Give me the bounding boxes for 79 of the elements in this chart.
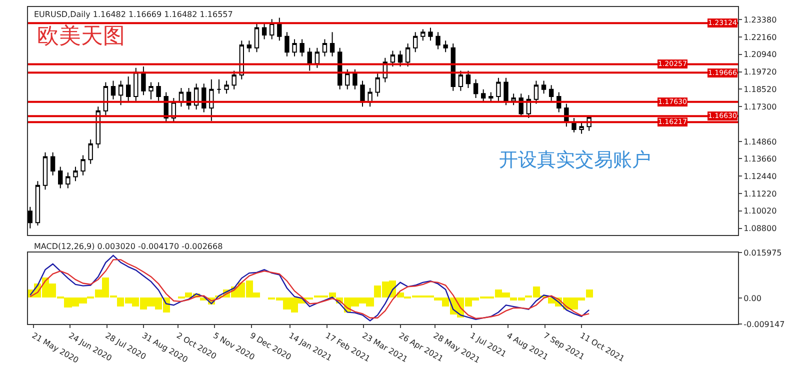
candlestick	[548, 84, 554, 102]
candlestick	[541, 80, 546, 94]
y-tick-label: 1.11220	[744, 189, 777, 198]
candlestick	[473, 78, 478, 98]
y-tick-label: 1.23380	[744, 15, 777, 24]
candlestick	[428, 27, 433, 42]
candlestick	[103, 82, 108, 116]
candlestick	[254, 22, 260, 53]
y-tick-label: 1.18520	[744, 84, 777, 94]
candlestick	[141, 66, 146, 96]
candlestick	[466, 70, 471, 88]
candlestick	[488, 92, 494, 103]
candlestick	[413, 32, 418, 53]
candlestick	[58, 166, 63, 189]
candlestick	[314, 47, 320, 68]
annotation: 开设真实交易账户	[499, 149, 651, 171]
y-tick-label: 1.22160	[744, 32, 777, 42]
candlestick	[277, 17, 282, 42]
candlestick	[73, 166, 78, 182]
y-tick-label: 1.13660	[744, 154, 777, 164]
candlestick	[458, 70, 464, 92]
candlestick	[330, 32, 335, 57]
y-tick-label: 1.20940	[744, 50, 777, 60]
candlestick	[126, 76, 131, 102]
candlestick	[481, 88, 486, 103]
candlestick	[420, 28, 426, 42]
y-tick-label: 1.17300	[744, 102, 777, 112]
chart-title: EURUSD,Daily 1.16482 1.16669 1.16482 1.16557	[34, 10, 233, 19]
candlestick	[88, 139, 93, 164]
y-tick-label: 0.015975	[744, 248, 782, 258]
candlestick	[232, 70, 236, 90]
y-tick-label: 1.10020	[744, 206, 777, 216]
candlestick	[322, 38, 328, 57]
candlestick	[390, 50, 396, 67]
y-tick-label: 1.19720	[744, 68, 777, 77]
candlestick	[398, 50, 403, 67]
chart-title: MACD(12,26,9) 0.003020 -0.004170 -0.002668	[34, 242, 223, 251]
y-tick-label: 1.14860	[744, 137, 777, 146]
y-tick-label: 1.12440	[744, 172, 777, 182]
candlestick	[66, 172, 70, 189]
candlestick	[572, 118, 576, 133]
candlestick	[35, 180, 40, 226]
candlestick	[300, 38, 304, 57]
annotation: 欧美天图	[37, 24, 125, 49]
candlestick	[511, 93, 516, 106]
candlestick	[224, 80, 229, 94]
candlestick	[443, 40, 448, 53]
candlestick	[262, 22, 267, 40]
candlestick	[405, 43, 410, 67]
candlestick	[80, 154, 86, 176]
y-tick-label: 0.00	[744, 294, 762, 303]
y-tick-label: -0.009147	[744, 320, 785, 329]
candlestick	[360, 80, 365, 108]
candlestick	[284, 32, 290, 57]
candlestick	[307, 47, 312, 72]
candlestick	[134, 67, 138, 102]
candlestick	[28, 206, 33, 229]
candlestick	[504, 77, 508, 106]
candlestick	[292, 38, 297, 57]
bar	[586, 290, 593, 298]
candlestick	[352, 68, 358, 90]
candlestick	[50, 152, 56, 176]
candlestick	[202, 83, 206, 113]
candlestick	[270, 18, 274, 40]
candlestick	[42, 152, 48, 190]
y-tick-label: 1.08800	[744, 224, 777, 234]
candlestick	[496, 77, 501, 102]
candlestick	[436, 32, 440, 50]
candlestick	[110, 80, 116, 100]
candlestick	[118, 80, 124, 106]
candlestick	[579, 122, 584, 134]
candlestick	[246, 40, 252, 53]
candlestick	[345, 68, 350, 90]
candlestick	[534, 80, 539, 104]
candlestick	[216, 78, 222, 94]
candlestick	[156, 82, 161, 102]
candlestick	[209, 78, 214, 122]
candlestick	[375, 73, 380, 98]
candlestick	[148, 82, 154, 100]
